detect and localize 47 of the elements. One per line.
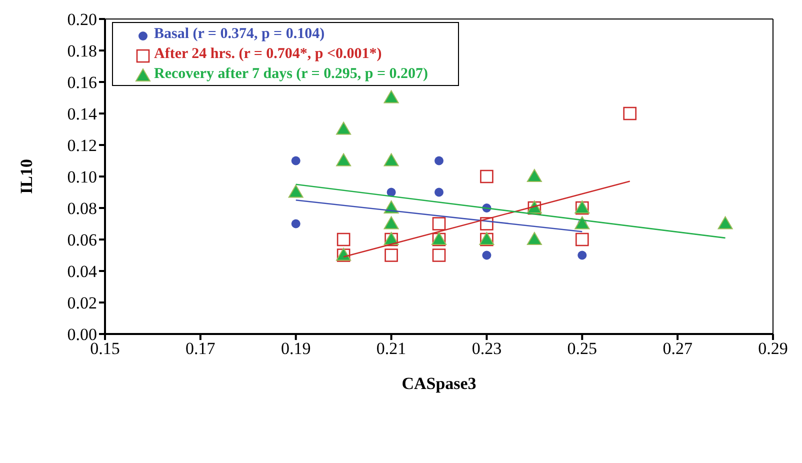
legend-label: Recovery after 7 days (r = 0.295, p = 0.207) bbox=[153, 65, 428, 84]
point bbox=[526, 232, 542, 245]
y-tick-label: 0.12 bbox=[67, 136, 97, 156]
point bbox=[291, 156, 300, 166]
y-tick-label: 0.18 bbox=[67, 42, 97, 61]
point bbox=[386, 188, 396, 197]
point bbox=[336, 232, 350, 246]
point bbox=[291, 219, 300, 228]
y-tick-label: 0.10 bbox=[67, 168, 97, 187]
x-tick-label: 0.27 bbox=[662, 339, 693, 358]
y-axis-title: IL10 bbox=[17, 159, 36, 194]
legend-label: Basal (r = 0.374, p = 0.104) bbox=[153, 25, 326, 44]
point bbox=[336, 122, 352, 135]
point bbox=[574, 216, 590, 230]
y-tick-label: 0.16 bbox=[67, 73, 97, 92]
point bbox=[526, 169, 542, 182]
point bbox=[384, 90, 399, 104]
y-tick-label: 0.08 bbox=[67, 199, 97, 218]
point bbox=[434, 156, 444, 166]
point bbox=[384, 153, 399, 166]
point bbox=[288, 184, 304, 198]
y-tick-label: 0.20 bbox=[67, 10, 97, 30]
x-tick-label: 0.21 bbox=[376, 339, 406, 358]
y-tick-label: 0.02 bbox=[67, 294, 97, 313]
legend-label: After 24 hrs. (r = 0.704*, p <0.001*) bbox=[153, 45, 383, 64]
point bbox=[336, 153, 352, 166]
x-tick-label: 0.29 bbox=[758, 339, 788, 358]
x-tick-label: 0.15 bbox=[90, 339, 120, 358]
point bbox=[623, 106, 637, 120]
x-tick-label: 0.23 bbox=[472, 339, 502, 358]
x-axis-title: CASpase3 bbox=[402, 374, 476, 393]
point bbox=[578, 250, 587, 260]
y-tick-label: 0.06 bbox=[67, 230, 97, 250]
y-tick-label: 0.14 bbox=[67, 104, 98, 124]
point bbox=[384, 248, 398, 262]
point bbox=[480, 170, 494, 184]
point bbox=[718, 216, 733, 230]
x-tick-label: 0.17 bbox=[186, 339, 216, 358]
point bbox=[432, 248, 446, 262]
point bbox=[432, 217, 446, 230]
point bbox=[434, 188, 444, 197]
point bbox=[575, 232, 589, 246]
point bbox=[482, 250, 492, 260]
x-tick-label: 0.25 bbox=[567, 339, 598, 358]
point bbox=[384, 216, 399, 230]
x-tick-label: 0.19 bbox=[280, 339, 311, 358]
y-tick-label: 0.04 bbox=[67, 262, 98, 282]
